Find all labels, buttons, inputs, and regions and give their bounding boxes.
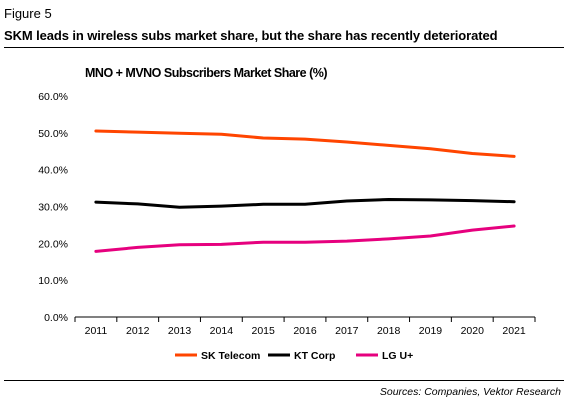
- y-tick-label: 50.0%: [38, 128, 68, 140]
- figure-title: SKM leads in wireless subs market share,…: [4, 28, 498, 43]
- x-tick-label: 2011: [85, 325, 108, 337]
- x-tick-label: 2012: [126, 325, 150, 337]
- series-line-lg-u: [94, 224, 516, 253]
- y-tick-label: 40.0%: [38, 165, 68, 177]
- series-line-sk-telecom: [94, 129, 516, 158]
- figure-label: Figure 5: [4, 6, 52, 21]
- footer-divider: [4, 380, 564, 381]
- x-tick-label: 2014: [210, 325, 234, 337]
- y-tick-label: 30.0%: [38, 202, 68, 214]
- y-tick-label: 10.0%: [38, 275, 68, 287]
- y-tick-label: 20.0%: [38, 238, 68, 250]
- source-note: Sources: Companies, Vektor Research: [379, 386, 561, 398]
- x-tick-label: 2015: [252, 325, 276, 337]
- x-tick-label: 2016: [293, 325, 317, 337]
- y-tick-label: 60.0%: [38, 91, 68, 103]
- x-axis: 2011 2012 2013 2014 2015 2016 2017 2018 2019 2020…: [74, 316, 536, 337]
- chart-title: MNO + MVNO Subscribers Market Share (%): [85, 66, 327, 80]
- series-lines: [94, 129, 516, 253]
- y-axis: 0.0% 10.0% 20.0% 30.0% 40.0% 50.0% 60.0%: [38, 91, 68, 324]
- title-divider: [4, 47, 564, 48]
- x-tick-label: 2021: [502, 325, 526, 337]
- x-tick-label: 2013: [168, 325, 192, 337]
- legend-label-lg-u: LG U+: [382, 350, 413, 362]
- legend-label-sk-telecom: SK Telecom: [201, 350, 260, 362]
- series-line-kt-corp: [94, 198, 516, 209]
- x-tick-label: 2020: [461, 325, 485, 337]
- x-tick-label: 2019: [419, 325, 443, 337]
- x-tick-label: 2017: [335, 325, 359, 337]
- y-tick-label: 0.0%: [44, 312, 68, 324]
- x-tick-label: 2018: [377, 325, 401, 337]
- legend-label-kt-corp: KT Corp: [294, 350, 335, 362]
- legend: SK Telecom KT Corp LG U+: [175, 350, 413, 362]
